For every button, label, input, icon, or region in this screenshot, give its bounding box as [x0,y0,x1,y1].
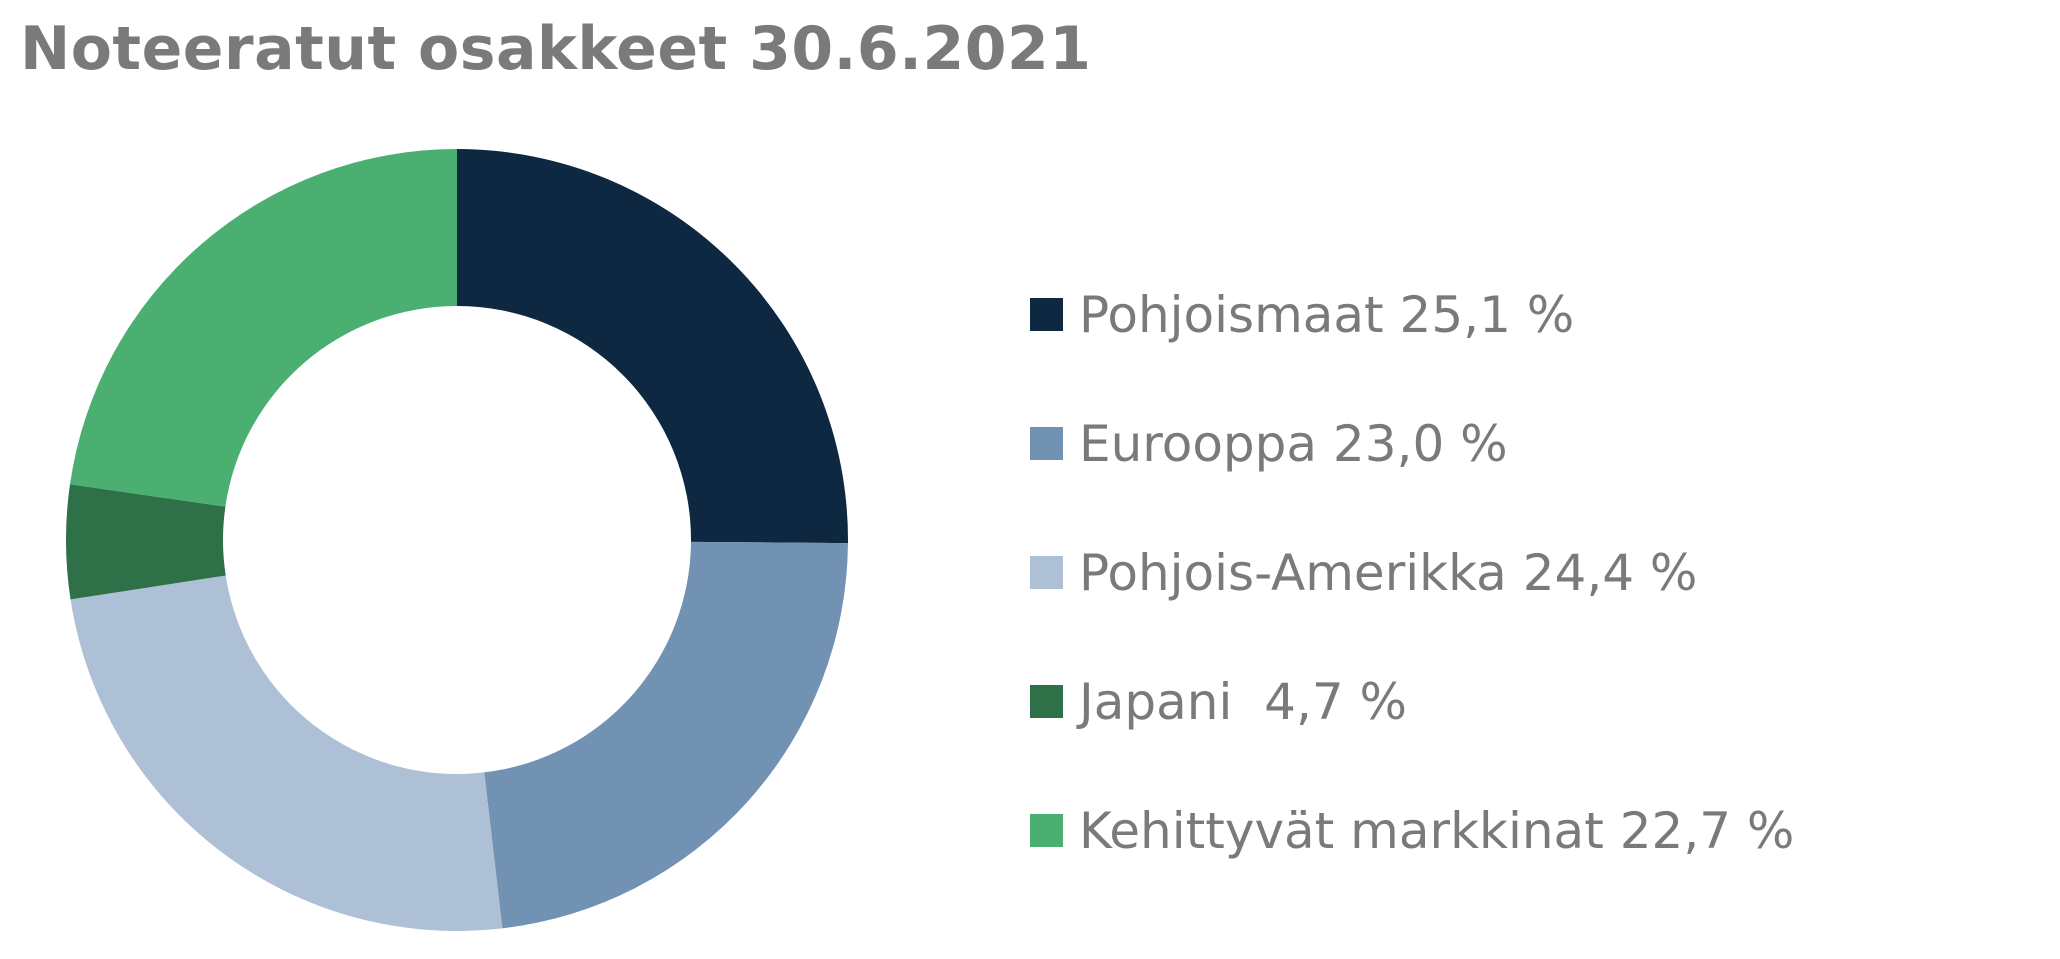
legend-label: Kehittyvät markkinat 22,7 % [1079,801,1795,860]
legend-swatch [1030,685,1063,718]
legend-item-eurooppa: Eurooppa 23,0 % [1030,379,1794,508]
donut-slice-eurooppa [484,541,848,929]
legend-label: Japani 4,7 % [1079,672,1408,731]
legend-swatch [1030,814,1063,847]
legend-swatch [1030,556,1063,589]
legend-label: Pohjoismaat 25,1 % [1079,285,1575,344]
chart-title: Noteeratut osakkeet 30.6.2021 [20,14,1092,84]
legend-label: Eurooppa 23,0 % [1079,414,1508,473]
donut-chart [66,149,848,931]
chart-legend: Pohjoismaat 25,1 % Eurooppa 23,0 % Pohjo… [1030,250,1794,895]
legend-swatch [1030,298,1063,331]
donut-slice-kehittyvät-markkinat [69,149,458,507]
donut-slice-pohjois-amerikka [70,575,503,931]
donut-slice-pohjoismaat [457,149,848,544]
legend-item-pohjois-amerikka: Pohjois-Amerikka 24,4 % [1030,508,1794,637]
legend-label: Pohjois-Amerikka 24,4 % [1079,543,1698,602]
legend-swatch [1030,427,1063,460]
legend-item-japani: Japani 4,7 % [1030,637,1794,766]
legend-item-pohjoismaat: Pohjoismaat 25,1 % [1030,250,1794,379]
donut-slice-japani [66,484,226,600]
legend-item-kehittyvat-markkinat: Kehittyvät markkinat 22,7 % [1030,766,1794,895]
